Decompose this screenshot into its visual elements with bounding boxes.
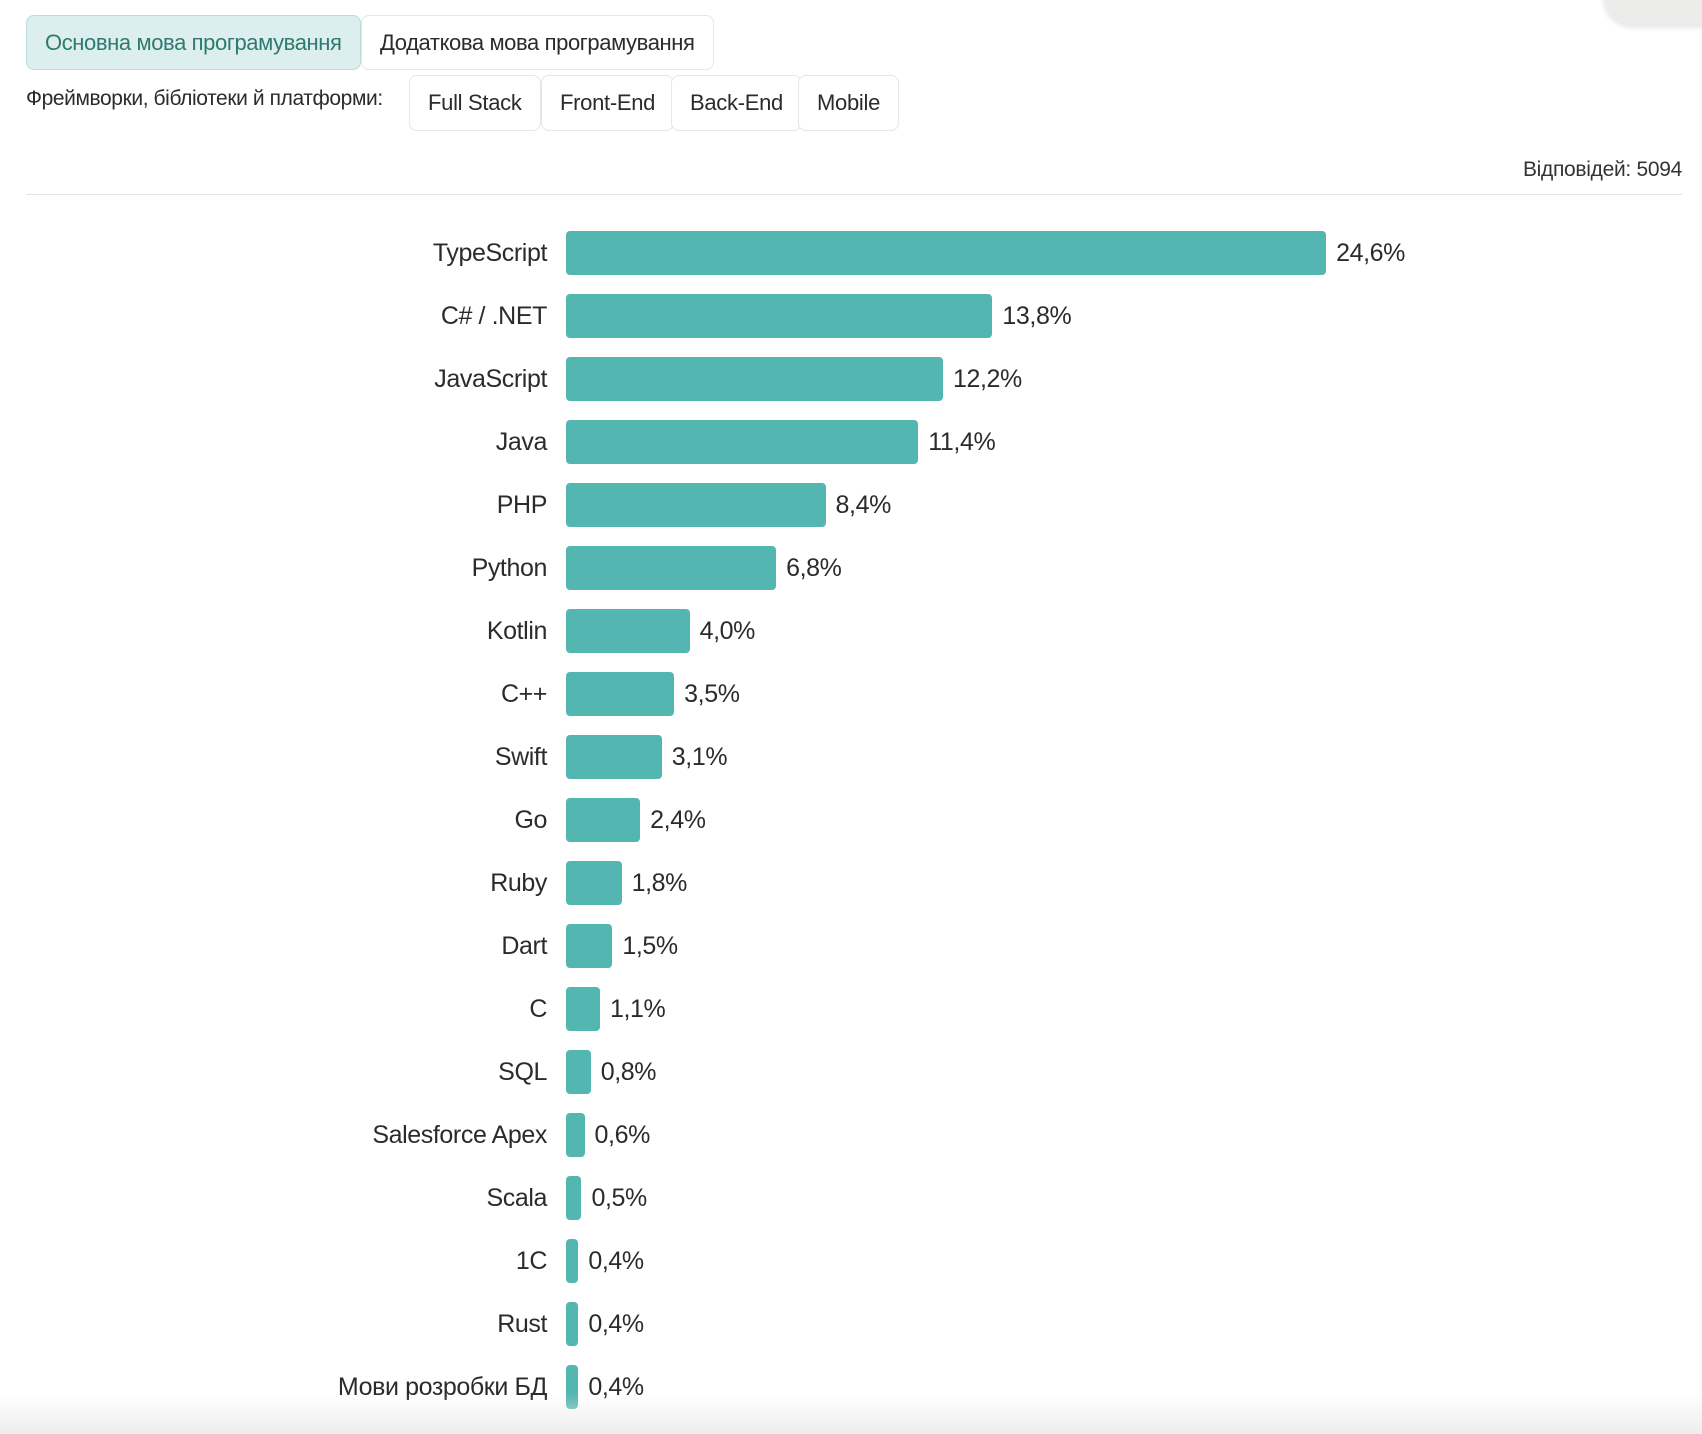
category-label: C++ (500, 680, 547, 708)
category-label: SQL (498, 1058, 547, 1086)
value-label: 0,6% (594, 1121, 651, 1149)
bar-row: SQL 0,8% (0, 1050, 1702, 1094)
bar (566, 924, 613, 968)
bar (566, 609, 690, 653)
bar-row: Salesforce Apex 0,6% (0, 1113, 1702, 1157)
bar-row: Kotlin 4,0% (0, 609, 1702, 653)
bar-row: Rust 0,4% (0, 1302, 1702, 1346)
bar (566, 1113, 585, 1157)
category-label: Scala (486, 1184, 547, 1212)
responses-count: Відповідей: 5094 (1522, 158, 1682, 181)
category-label: C (529, 995, 547, 1023)
bar (566, 798, 641, 842)
value-label: 12,2% (952, 365, 1022, 393)
bar-row: Python 6,8% (0, 546, 1702, 590)
value-label: 0,4% (588, 1247, 644, 1275)
bar (566, 1302, 579, 1346)
category-label: TypeScript (432, 239, 548, 267)
back-end-button[interactable]: Back-End (671, 75, 802, 131)
bar-row: C 1,1% (0, 987, 1702, 1031)
full-stack-button[interactable]: Full Stack (409, 75, 541, 131)
scroll-fade (0, 1394, 1702, 1434)
category-label: Go (514, 806, 547, 834)
value-label: 6,8% (786, 554, 842, 582)
category-label: Kotlin (486, 617, 548, 645)
value-label: 8,4% (835, 491, 892, 519)
category-label: Ruby (490, 869, 547, 897)
bar-row: C# / .NET 13,8% (0, 294, 1702, 338)
bar (566, 735, 662, 779)
bar (566, 1239, 579, 1283)
value-label: 11,4% (928, 428, 996, 456)
category-label: Swift (494, 743, 548, 771)
value-label: 4,0% (699, 617, 756, 645)
category-label: JavaScript (434, 365, 547, 393)
divider (26, 194, 1682, 195)
bar-row: PHP 8,4% (0, 483, 1702, 527)
bar-row: Swift 3,1% (0, 735, 1702, 779)
category-label: Python (471, 554, 548, 582)
bar (566, 357, 943, 401)
category-label: Rust (497, 1310, 547, 1338)
bar (566, 483, 826, 527)
tab-secondary-language[interactable]: Додаткова мова програмування (361, 15, 714, 70)
bar (566, 420, 919, 464)
bar-row: C++ 3,5% (0, 672, 1702, 716)
frameworks-label: Фреймворки, бібліотеки й платформи: (26, 87, 383, 110)
bar-row: Ruby 1,8% (0, 861, 1702, 905)
bar (566, 294, 993, 338)
bar (566, 231, 1327, 275)
value-label: 3,5% (684, 680, 740, 708)
category-label: Salesforce Apex (372, 1121, 547, 1149)
bar-row: 1C 0,4% (0, 1239, 1702, 1283)
bar-row: Dart 1,5% (0, 924, 1702, 968)
bar (566, 672, 675, 716)
category-label: PHP (496, 491, 548, 519)
value-label: 13,8% (1002, 302, 1072, 330)
value-label: 0,5% (591, 1184, 647, 1212)
bar-row: TypeScript 24,6% (0, 231, 1702, 275)
front-end-button[interactable]: Front-End (541, 75, 675, 131)
category-label: Dart (501, 932, 547, 960)
bar (566, 1176, 582, 1220)
value-label: 0,8% (600, 1058, 657, 1086)
bar-row: Scala 0,5% (0, 1176, 1702, 1220)
value-label: 24,6% (1336, 239, 1406, 267)
value-label: 1,5% (622, 932, 678, 960)
bar (566, 1050, 591, 1094)
mobile-button[interactable]: Mobile (798, 75, 900, 131)
tab-primary-language[interactable]: Основна мова програмування (26, 15, 361, 70)
category-label: 1C (515, 1247, 548, 1275)
value-label: 2,4% (650, 806, 706, 834)
bar (566, 987, 600, 1031)
bar-row: Go 2,4% (0, 798, 1702, 842)
value-label: 3,1% (671, 743, 728, 771)
bar-row: Java 11,4% (0, 420, 1702, 464)
window-corner (1604, 0, 1702, 25)
bar-row: JavaScript 12,2% (0, 357, 1702, 401)
value-label: 0,4% (588, 1310, 644, 1338)
category-label: Java (495, 428, 548, 456)
value-label: 1,8% (631, 869, 688, 897)
bar (566, 861, 622, 905)
value-label: 1,1% (609, 995, 666, 1023)
category-label: C# / .NET (440, 302, 548, 330)
bar (566, 546, 777, 590)
